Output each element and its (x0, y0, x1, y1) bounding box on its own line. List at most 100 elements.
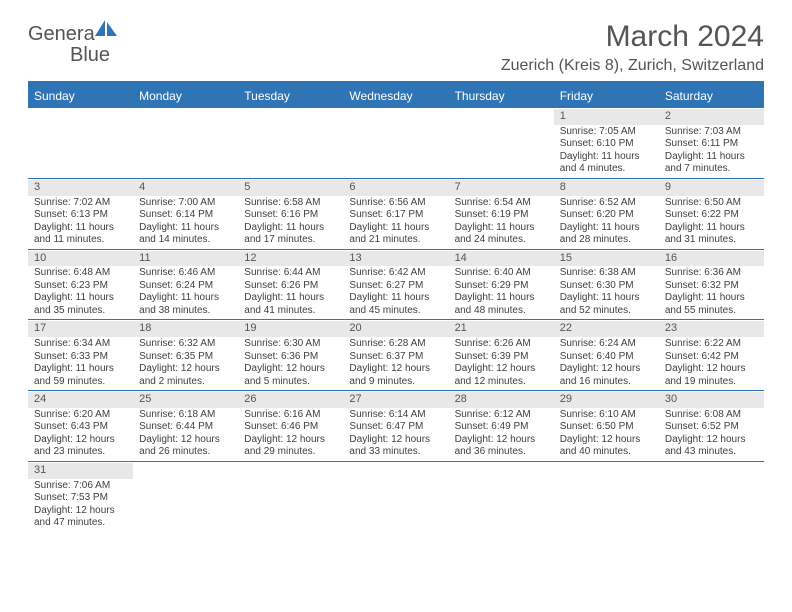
daylight-text: Daylight: 12 hours (349, 363, 442, 376)
daylight-text: Daylight: 11 hours (455, 292, 548, 305)
sunset-text: Sunset: 6:17 PM (349, 209, 442, 222)
sunrise-text: Sunrise: 6:20 AM (34, 409, 127, 422)
sunset-text: Sunset: 6:23 PM (34, 280, 127, 293)
day-cell: 11Sunrise: 6:46 AMSunset: 6:24 PMDayligh… (133, 250, 238, 320)
day-cell (659, 462, 764, 532)
brand-logo: Genera Blue (28, 20, 121, 66)
sunrise-text: Sunrise: 6:32 AM (139, 338, 232, 351)
daylight-text: and 41 minutes. (244, 305, 337, 318)
daylight-text: Daylight: 11 hours (34, 222, 127, 235)
daylight-text: and 4 minutes. (560, 163, 653, 176)
day-number: 20 (343, 321, 448, 337)
weekday-header: Saturday (659, 84, 764, 108)
calendar-grid: Sunday Monday Tuesday Wednesday Thursday… (28, 81, 764, 532)
day-cell: 13Sunrise: 6:42 AMSunset: 6:27 PMDayligh… (343, 250, 448, 320)
daylight-text: Daylight: 12 hours (34, 434, 127, 447)
daylight-text: Daylight: 11 hours (560, 222, 653, 235)
sunrise-text: Sunrise: 7:03 AM (665, 126, 758, 139)
sunrise-text: Sunrise: 6:12 AM (455, 409, 548, 422)
sunset-text: Sunset: 6:14 PM (139, 209, 232, 222)
day-cell: 6Sunrise: 6:56 AMSunset: 6:17 PMDaylight… (343, 179, 448, 249)
day-cell: 20Sunrise: 6:28 AMSunset: 6:37 PMDayligh… (343, 320, 448, 390)
daylight-text: and 28 minutes. (560, 234, 653, 247)
sunrise-text: Sunrise: 6:24 AM (560, 338, 653, 351)
day-number: 14 (449, 251, 554, 267)
day-number: 30 (659, 392, 764, 408)
sunset-text: Sunset: 6:42 PM (665, 351, 758, 364)
daylight-text: and 29 minutes. (244, 446, 337, 459)
day-cell (133, 462, 238, 532)
day-cell: 27Sunrise: 6:14 AMSunset: 6:47 PMDayligh… (343, 391, 448, 461)
day-number: 3 (28, 180, 133, 196)
day-number: 18 (133, 321, 238, 337)
day-number: 25 (133, 392, 238, 408)
sunset-text: Sunset: 6:16 PM (244, 209, 337, 222)
daylight-text: Daylight: 11 hours (244, 292, 337, 305)
sunset-text: Sunset: 6:36 PM (244, 351, 337, 364)
day-cell: 23Sunrise: 6:22 AMSunset: 6:42 PMDayligh… (659, 320, 764, 390)
day-cell: 4Sunrise: 7:00 AMSunset: 6:14 PMDaylight… (133, 179, 238, 249)
daylight-text: Daylight: 11 hours (455, 222, 548, 235)
day-cell: 24Sunrise: 6:20 AMSunset: 6:43 PMDayligh… (28, 391, 133, 461)
day-cell (449, 462, 554, 532)
sunset-text: Sunset: 6:24 PM (139, 280, 232, 293)
daylight-text: and 23 minutes. (34, 446, 127, 459)
daylight-text: Daylight: 11 hours (665, 222, 758, 235)
day-cell: 14Sunrise: 6:40 AMSunset: 6:29 PMDayligh… (449, 250, 554, 320)
daylight-text: and 11 minutes. (34, 234, 127, 247)
sunrise-text: Sunrise: 6:36 AM (665, 267, 758, 280)
daylight-text: Daylight: 12 hours (244, 434, 337, 447)
title-block: March 2024 Zuerich (Kreis 8), Zurich, Sw… (501, 20, 764, 75)
daylight-text: Daylight: 11 hours (244, 222, 337, 235)
sunset-text: Sunset: 6:29 PM (455, 280, 548, 293)
day-cell: 19Sunrise: 6:30 AMSunset: 6:36 PMDayligh… (238, 320, 343, 390)
sunset-text: Sunset: 6:46 PM (244, 421, 337, 434)
sunrise-text: Sunrise: 6:50 AM (665, 197, 758, 210)
day-cell: 9Sunrise: 6:50 AMSunset: 6:22 PMDaylight… (659, 179, 764, 249)
weekday-header: Monday (133, 84, 238, 108)
day-number: 23 (659, 321, 764, 337)
daylight-text: Daylight: 12 hours (139, 434, 232, 447)
sunset-text: Sunset: 6:52 PM (665, 421, 758, 434)
sunrise-text: Sunrise: 6:28 AM (349, 338, 442, 351)
sunrise-text: Sunrise: 6:42 AM (349, 267, 442, 280)
daylight-text: and 33 minutes. (349, 446, 442, 459)
sunset-text: Sunset: 6:20 PM (560, 209, 653, 222)
day-number: 29 (554, 392, 659, 408)
sunset-text: Sunset: 6:39 PM (455, 351, 548, 364)
sunrise-text: Sunrise: 6:52 AM (560, 197, 653, 210)
daylight-text: Daylight: 11 hours (560, 292, 653, 305)
weekday-header: Sunday (28, 84, 133, 108)
daylight-text: and 43 minutes. (665, 446, 758, 459)
weekday-header: Thursday (449, 84, 554, 108)
daylight-text: and 59 minutes. (34, 376, 127, 389)
day-number: 11 (133, 251, 238, 267)
week-row: 1Sunrise: 7:05 AMSunset: 6:10 PMDaylight… (28, 108, 764, 179)
page-header: Genera Blue March 2024 Zuerich (Kreis 8)… (28, 20, 764, 75)
sunrise-text: Sunrise: 7:05 AM (560, 126, 653, 139)
daylight-text: Daylight: 11 hours (139, 292, 232, 305)
daylight-text: Daylight: 11 hours (560, 151, 653, 164)
daylight-text: and 26 minutes. (139, 446, 232, 459)
day-number: 24 (28, 392, 133, 408)
daylight-text: and 2 minutes. (139, 376, 232, 389)
daylight-text: and 47 minutes. (34, 517, 127, 530)
day-cell: 12Sunrise: 6:44 AMSunset: 6:26 PMDayligh… (238, 250, 343, 320)
sunrise-text: Sunrise: 7:00 AM (139, 197, 232, 210)
daylight-text: Daylight: 11 hours (665, 151, 758, 164)
day-cell: 2Sunrise: 7:03 AMSunset: 6:11 PMDaylight… (659, 108, 764, 178)
sunrise-text: Sunrise: 6:14 AM (349, 409, 442, 422)
daylight-text: and 7 minutes. (665, 163, 758, 176)
day-cell: 16Sunrise: 6:36 AMSunset: 6:32 PMDayligh… (659, 250, 764, 320)
location-label: Zuerich (Kreis 8), Zurich, Switzerland (501, 57, 764, 75)
weekday-header: Tuesday (238, 84, 343, 108)
sunrise-text: Sunrise: 6:40 AM (455, 267, 548, 280)
daylight-text: and 31 minutes. (665, 234, 758, 247)
weekday-header: Wednesday (343, 84, 448, 108)
sunrise-text: Sunrise: 6:54 AM (455, 197, 548, 210)
daylight-text: Daylight: 11 hours (34, 292, 127, 305)
day-cell (238, 108, 343, 178)
daylight-text: and 19 minutes. (665, 376, 758, 389)
day-cell: 21Sunrise: 6:26 AMSunset: 6:39 PMDayligh… (449, 320, 554, 390)
sunset-text: Sunset: 6:19 PM (455, 209, 548, 222)
